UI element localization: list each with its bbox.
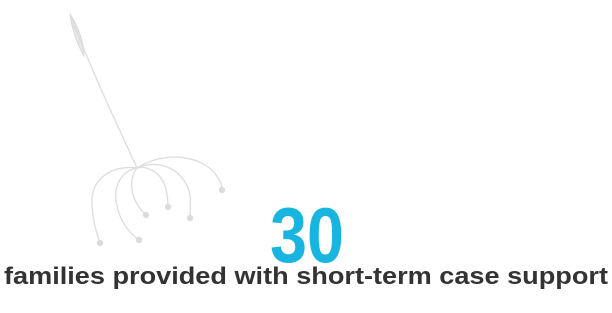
page: 30 families provided with short-term cas… [0,0,612,313]
infographic: 30 families provided with short-term cas… [0,0,612,313]
stat-label: families provided with short-term case s… [4,263,608,290]
decoration [70,14,225,246]
